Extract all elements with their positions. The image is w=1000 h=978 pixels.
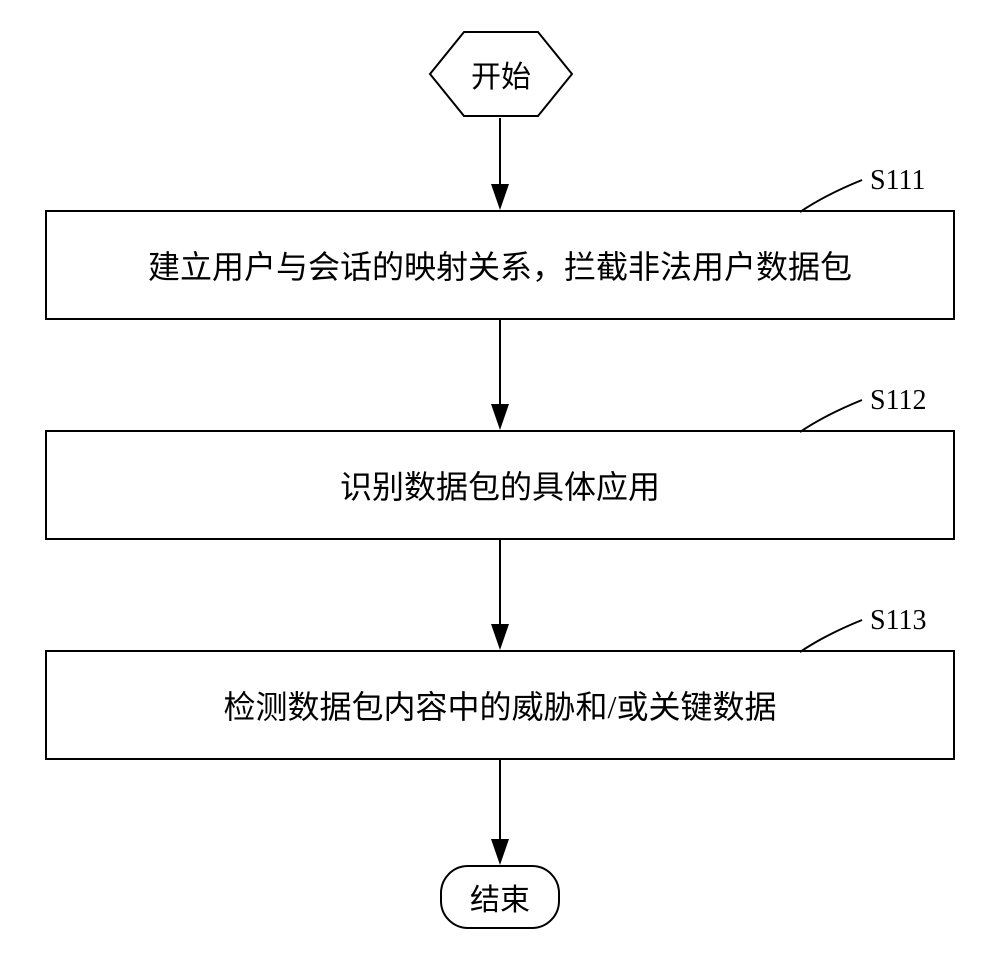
leader-s111 xyxy=(800,180,870,215)
label-s112: S112 xyxy=(870,385,927,417)
arrow-s111-to-s112 xyxy=(487,320,513,430)
step-s113-text: 检测数据包内容中的威胁和/或关键数据 xyxy=(224,682,777,728)
step-s111-text: 建立用户与会话的映射关系，拦截非法用户数据包 xyxy=(148,242,852,288)
label-s111: S111 xyxy=(870,165,926,197)
step-s112: 识别数据包的具体应用 xyxy=(45,430,955,540)
step-s113: 检测数据包内容中的威胁和/或关键数据 xyxy=(45,650,955,760)
start-node: 开始 xyxy=(428,30,574,118)
leader-s112 xyxy=(800,400,870,435)
step-s111: 建立用户与会话的映射关系，拦截非法用户数据包 xyxy=(45,210,955,320)
label-s113: S113 xyxy=(870,605,927,637)
leader-s113 xyxy=(800,620,870,655)
arrow-start-to-s111 xyxy=(487,118,513,210)
arrow-s113-to-end xyxy=(487,760,513,865)
end-label: 结束 xyxy=(470,875,530,919)
step-s112-text: 识别数据包的具体应用 xyxy=(340,462,660,508)
arrow-s112-to-s113 xyxy=(487,540,513,650)
end-node: 结束 xyxy=(440,865,560,929)
start-label: 开始 xyxy=(471,52,531,96)
